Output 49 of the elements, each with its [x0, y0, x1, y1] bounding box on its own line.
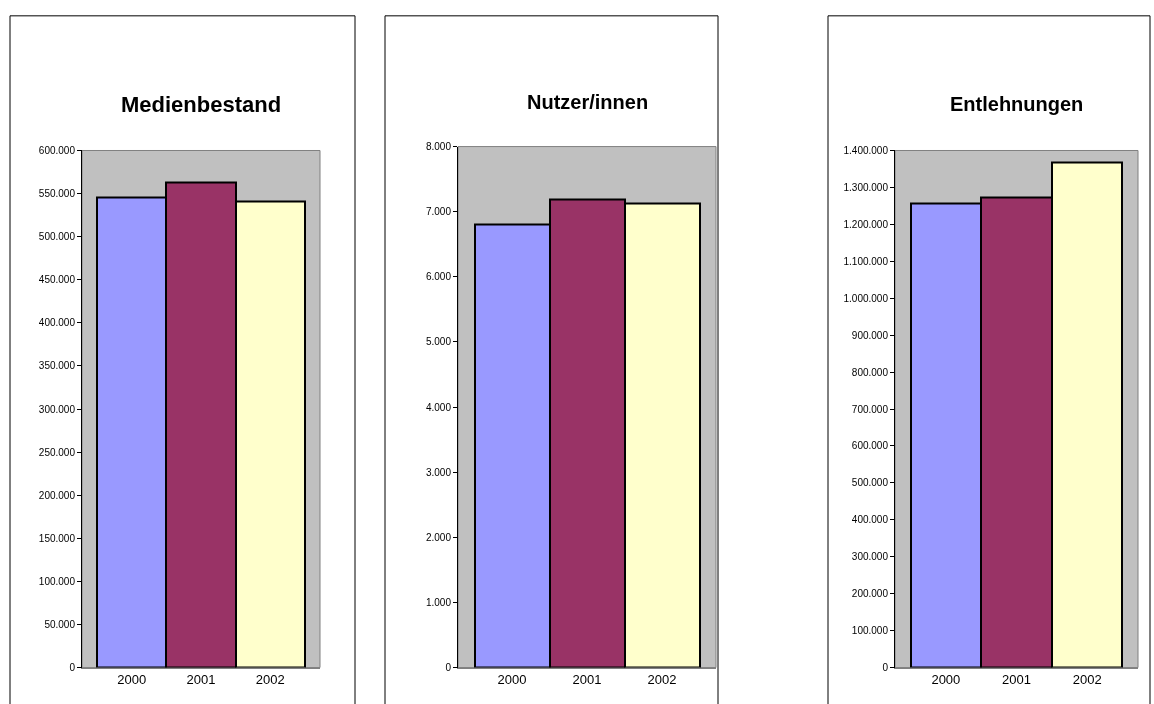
y-tick-label: 300.000: [851, 551, 889, 563]
y-tick-label: 800.000: [851, 366, 889, 378]
y-tick-label: 200.000: [38, 489, 76, 501]
y-tick-label: 500.000: [851, 477, 889, 489]
chart-title: Entlehnungen: [950, 93, 1084, 115]
y-tick-label: 2.000: [425, 531, 452, 543]
y-tick-label: 1.000.000: [843, 292, 889, 304]
y-tick-label: 6.000: [425, 271, 452, 283]
y-tick-label: 550.000: [38, 188, 76, 200]
x-tick-label: 2001: [1002, 672, 1031, 688]
y-tick-label: 3.000: [425, 466, 452, 478]
y-tick-label: 100.000: [851, 625, 889, 637]
y-tick-label: 100.000: [38, 575, 76, 587]
x-tick-label: 2002: [1072, 672, 1102, 688]
chart-title: Medienbestand: [121, 92, 282, 117]
x-tick-label: 2000: [497, 672, 527, 688]
y-tick-label: 5.000: [425, 336, 452, 348]
y-tick-label: 600.000: [38, 144, 76, 156]
y-tick-label: 1.200.000: [843, 218, 889, 230]
x-tick-label: 2001: [186, 672, 216, 688]
y-tick-label: 0: [445, 662, 452, 674]
x-tick-label: 2002: [647, 672, 677, 688]
y-tick-label: 350.000: [38, 360, 76, 372]
y-tick-label: 8.000: [425, 141, 452, 153]
y-tick-label: 1.000: [425, 596, 452, 608]
y-tick-label: 1.300.000: [843, 181, 889, 193]
y-tick-label: 900.000: [851, 329, 889, 341]
y-tick-label: 700.000: [851, 403, 889, 415]
y-tick-label: 4.000: [425, 401, 452, 413]
y-tick-label: 7.000: [425, 206, 452, 218]
y-tick-label: 250.000: [38, 446, 76, 458]
y-tick-label: 300.000: [38, 403, 76, 415]
chart-title: Nutzer/innen: [527, 91, 649, 113]
y-tick-label: 0: [882, 662, 889, 674]
y-tick-label: 0: [69, 662, 76, 674]
x-tick-label: 2000: [931, 672, 961, 688]
y-tick-label: 200.000: [851, 588, 889, 600]
y-tick-label: 50.000: [44, 618, 76, 630]
y-tick-label: 400.000: [38, 317, 76, 329]
y-tick-label: 450.000: [38, 274, 76, 286]
y-tick-label: 1.400.000: [843, 144, 889, 156]
x-tick-label: 2002: [255, 672, 285, 688]
y-tick-label: 600.000: [851, 440, 889, 452]
x-tick-label: 2001: [572, 672, 602, 688]
y-tick-label: 1.100.000: [843, 255, 889, 267]
y-tick-label: 150.000: [38, 532, 76, 544]
y-tick-label: 500.000: [38, 231, 76, 243]
x-tick-label: 2000: [117, 672, 147, 688]
y-tick-label: 400.000: [851, 514, 889, 526]
